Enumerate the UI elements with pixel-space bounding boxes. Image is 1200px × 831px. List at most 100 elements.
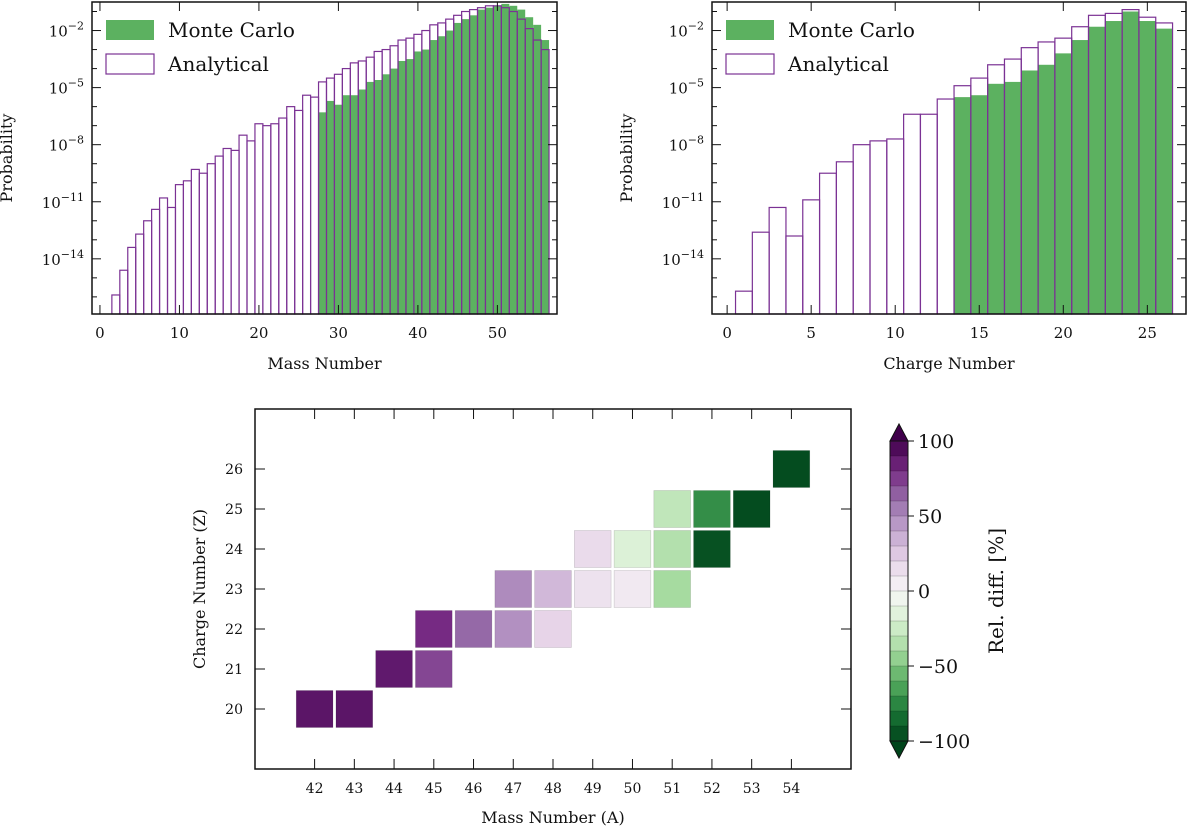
x-tick-label: 42: [306, 781, 324, 797]
colorbar-segment: [890, 576, 908, 592]
mass-number-histogram: 0 10 20 30 40 50 10−2 10−5 10−8 10−11 10−14 Mass Nu…: [0, 1, 558, 373]
colorbar-segment: [890, 606, 908, 622]
y-tick-label: 10−14: [662, 248, 704, 269]
monte-carlo-bar: [366, 81, 375, 314]
monte-carlo-bar: [342, 95, 351, 314]
monte-carlo-bar: [413, 51, 422, 315]
analytical-bar: [214, 155, 224, 315]
monte-carlo-bar: [1021, 70, 1039, 314]
monte-carlo-bar: [1155, 28, 1173, 314]
monte-carlo-bar: [501, 3, 510, 315]
heatmap-cell: [653, 530, 691, 568]
analytical-bar: [127, 246, 137, 315]
analytical-bar: [278, 117, 288, 315]
colorbar-segment: [890, 696, 908, 712]
y-tick-label: 23: [225, 582, 243, 598]
analytical-bar: [886, 138, 905, 315]
y-axis-label: Charge Number (Z): [190, 509, 209, 669]
x-tick-label: 53: [743, 781, 761, 797]
monte-carlo-bar: [987, 83, 1005, 315]
heatmap-cell: [574, 570, 612, 608]
monte-carlo-bar: [509, 5, 518, 315]
y-tick-label: 10−5: [669, 77, 704, 98]
colorbar-segment: [890, 561, 908, 577]
heatmap-cell: [653, 490, 691, 528]
heatmap-cell: [335, 690, 374, 728]
monte-carlo-bar: [398, 60, 406, 314]
x-tick-label: 48: [544, 781, 562, 797]
analytical-bar: [751, 231, 770, 315]
monte-carlo-bar: [445, 30, 454, 314]
relative-difference-heatmap: 42 43 44 45 46 47 48 49 50 51 52 53 54 20 21 22 23 24 25 26…: [190, 408, 852, 827]
colorbar-tick-label: 0: [918, 581, 930, 603]
y-tick-label: 10−11: [42, 191, 84, 212]
legend-label-monte-carlo: Monte Carlo: [168, 18, 295, 42]
monte-carlo-bar: [390, 68, 399, 315]
monte-carlo-bar: [1105, 21, 1123, 315]
colorbar: 100 50 0 −50 −100 Rel. diff. [%]: [889, 422, 1008, 760]
analytical-bar: [190, 168, 200, 315]
y-tick-label: 10−8: [669, 134, 704, 155]
colorbar-extend-min: [889, 740, 909, 760]
legend-label-analytical: Analytical: [167, 52, 269, 76]
y-axis-label: Probability: [617, 114, 636, 203]
analytical-bar: [198, 172, 208, 315]
x-tick-label: 45: [425, 781, 443, 797]
analytical-bar: [262, 125, 272, 315]
analytical-bar: [294, 109, 304, 315]
analytical-bar: [166, 206, 177, 315]
x-axis-label: Mass Number: [267, 354, 382, 373]
analytical-bar: [818, 172, 837, 315]
heatmap-cell: [772, 450, 811, 488]
legend-label-analytical: Analytical: [787, 52, 889, 76]
y-tick-label: 24: [225, 542, 243, 558]
y-tick-label: 20: [225, 702, 243, 718]
x-tick-label: 15: [970, 324, 989, 342]
x-tick-label: 25: [1138, 324, 1157, 342]
analytical-bar: [143, 220, 153, 315]
analytical-bar: [254, 123, 264, 315]
analytical-bar: [238, 134, 248, 315]
monte-carlo-bar: [1038, 64, 1055, 314]
analytical-bar: [222, 147, 232, 315]
analytical-bar: [869, 140, 888, 315]
monte-carlo-bar: [358, 89, 367, 314]
legend-label-monte-carlo: Monte Carlo: [788, 18, 915, 42]
monte-carlo-bar: [421, 49, 430, 314]
x-tick-label: 20: [1054, 324, 1073, 342]
y-tick-label: 26: [225, 462, 243, 478]
analytical-bar: [135, 233, 145, 315]
x-tick-label: 10: [886, 324, 905, 342]
x-tick-label: 46: [465, 781, 483, 797]
x-tick-label: 5: [806, 324, 816, 342]
analytical-bar: [936, 98, 955, 315]
monte-carlo-bar: [1071, 40, 1089, 315]
heatmap-cell: [653, 570, 691, 608]
x-axis-label: Charge Number: [883, 354, 1015, 373]
y-tick-label: 10−2: [49, 20, 84, 41]
y-tick-label: 10−14: [42, 248, 84, 269]
analytical-bar: [119, 269, 129, 315]
x-tick-label: 43: [345, 781, 363, 797]
y-tick-label: 25: [225, 502, 243, 518]
colorbar-segment: [890, 456, 908, 472]
x-tick-label: 40: [408, 324, 427, 342]
monte-carlo-bar: [1088, 26, 1106, 314]
y-tick-label: 10−11: [662, 191, 704, 212]
heatmap-cell: [295, 690, 334, 728]
colorbar-segment: [890, 681, 908, 697]
heatmap-cell: [494, 570, 532, 608]
x-tick-label: 0: [722, 324, 732, 342]
y-axis-label: Probability: [0, 114, 16, 203]
x-axis-label: Mass Number (A): [481, 808, 624, 827]
y-tick-label: 10−5: [49, 77, 84, 98]
colorbar-segment: [890, 486, 908, 502]
analytical-bar: [768, 206, 787, 315]
colorbar-segment: [890, 591, 908, 607]
monte-carlo-bar: [1004, 81, 1022, 314]
y-tick-label: 10−2: [669, 20, 704, 41]
monte-carlo-bar: [1122, 11, 1139, 314]
heatmap-cell: [415, 650, 453, 688]
colorbar-tick-label: 100: [918, 431, 954, 453]
x-tick-label: 52: [703, 781, 721, 797]
